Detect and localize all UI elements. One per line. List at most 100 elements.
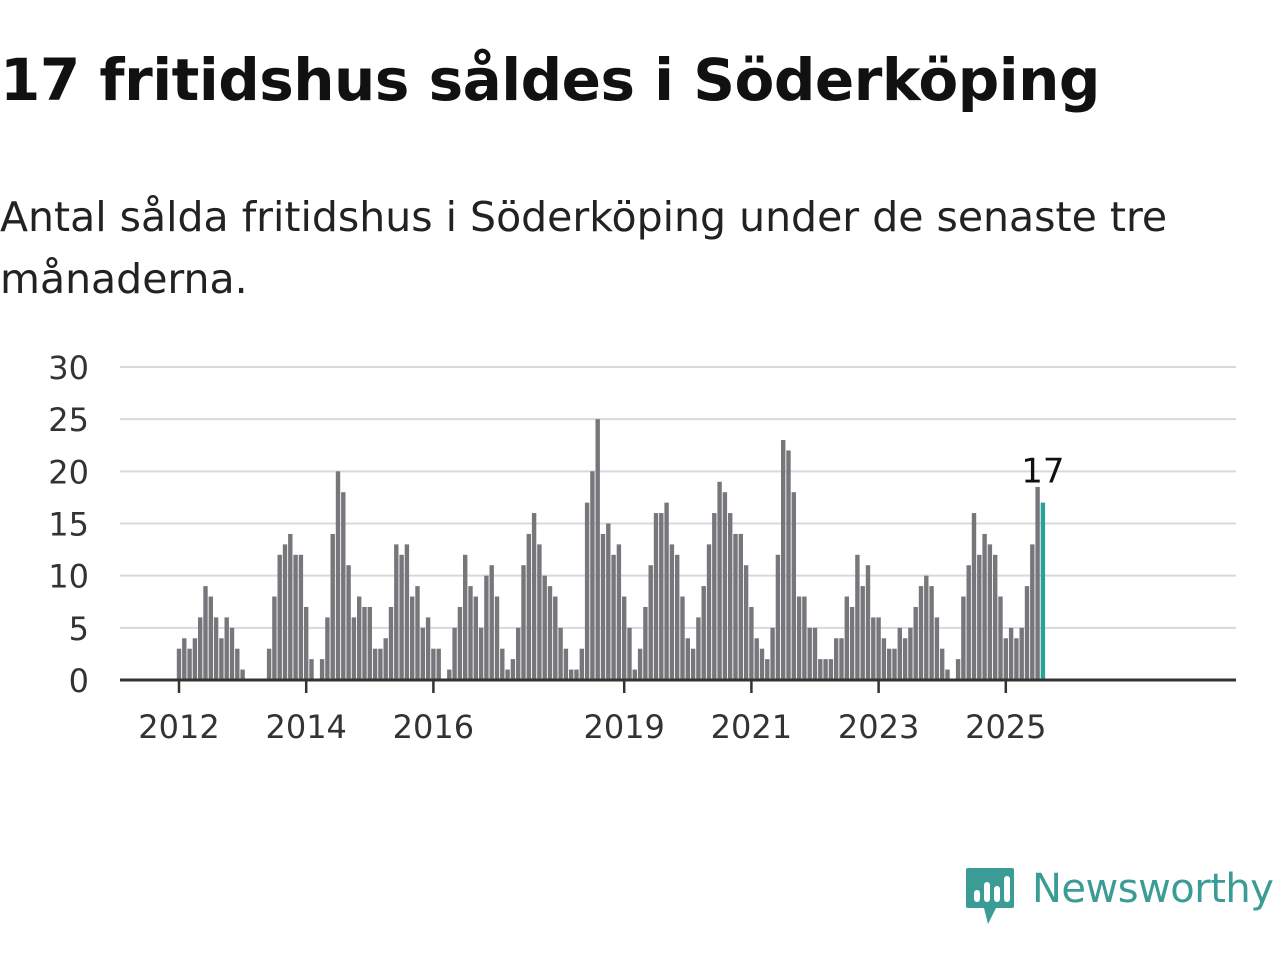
y-tick-label: 20 [48,453,89,491]
bar [600,533,606,680]
bar [1019,627,1024,680]
bar [192,638,198,680]
bar [855,554,860,680]
y-tick-label: 0 [69,662,89,700]
bar [330,533,335,680]
bar [266,648,272,680]
bar [796,596,802,680]
bar [849,606,855,680]
bar [791,492,796,680]
bar [394,544,399,680]
bar [770,627,775,680]
bar [961,596,966,680]
y-tick-label: 30 [48,349,89,387]
bar [346,565,351,680]
bar [881,638,887,680]
bar [468,586,473,680]
bar [1014,638,1019,680]
bar [319,659,325,680]
bar [1024,586,1030,680]
bar [494,596,500,680]
bar [982,533,987,680]
bar [902,638,908,680]
bar [701,586,706,680]
bar-highlight [1040,502,1046,680]
bar [892,648,897,680]
bar [865,565,871,680]
bar [351,617,357,680]
bar [213,617,219,680]
bar [918,586,924,680]
bar [484,575,489,680]
bar [844,596,849,680]
bar [924,575,929,680]
bar [659,513,664,680]
bar [229,627,235,680]
bar [955,659,961,680]
bar [298,554,304,680]
bar [812,627,818,680]
bar-chart-speech-bubble-icon [966,868,1014,924]
bar [728,513,733,680]
bar [754,638,759,680]
bar [531,513,537,680]
bar [913,606,918,680]
bar [404,544,410,680]
bar [759,648,765,680]
bar [595,419,600,680]
bar [431,648,436,680]
bar [749,606,754,680]
bar [929,586,934,680]
bar [463,554,468,680]
bar [966,565,971,680]
bar [807,627,812,680]
bar [235,648,240,680]
bar [669,544,675,680]
bar [897,627,902,680]
bar [977,554,982,680]
bar [473,596,478,680]
bar [288,533,293,680]
bar [712,513,717,680]
bar [240,669,245,680]
bar [611,554,616,680]
bar [553,596,558,680]
bar [722,492,728,680]
bar [457,606,463,680]
y-tick-label: 25 [48,401,89,439]
bar [775,554,781,680]
y-tick-label: 10 [48,558,89,596]
data-labels: 17 [1021,452,1064,492]
bar [1008,627,1014,680]
bar [717,481,722,680]
bar [993,554,998,680]
bar [945,669,950,680]
bar [500,648,505,680]
bar [378,648,383,680]
x-tick-label: 2019 [583,708,664,746]
bar [653,513,659,680]
bar [664,502,669,680]
bar [335,471,341,680]
bar [357,596,362,680]
bar [372,648,378,680]
bar [584,502,590,680]
y-tick-label: 5 [69,610,89,648]
bar [537,544,542,680]
x-axis [120,678,1236,693]
bar [208,596,213,680]
x-tick-label: 2023 [838,708,919,746]
bar [839,638,844,680]
bar [998,596,1003,680]
bar [802,596,807,680]
bar [696,617,701,680]
bar [627,627,632,680]
grid-lines [120,366,1236,629]
bar [182,638,187,680]
bar [1035,486,1040,680]
bar [834,638,839,680]
bar [876,617,881,680]
bar [637,648,643,680]
bar [622,596,627,680]
